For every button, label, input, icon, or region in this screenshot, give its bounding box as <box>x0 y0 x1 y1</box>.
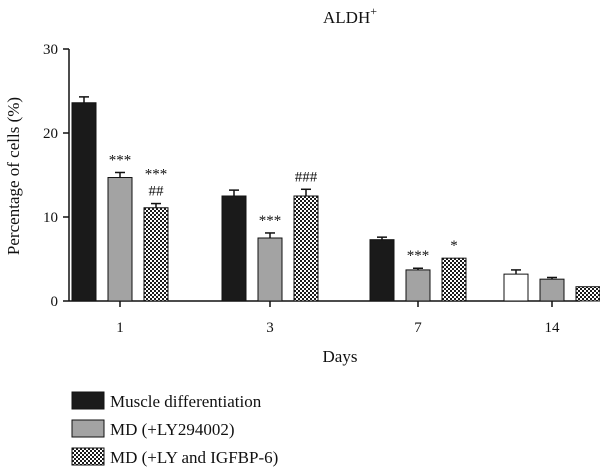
legend-swatch <box>71 447 105 466</box>
chart-title-text: ALDH <box>323 8 370 27</box>
legend-label: MD (+LY and IGFBP-6) <box>110 448 278 467</box>
significance-marker: ### <box>295 169 318 185</box>
x-tick-label: 3 <box>266 320 274 336</box>
significance-marker: *** <box>407 248 430 264</box>
x-axis-label: Days <box>323 347 358 366</box>
legend-swatch <box>71 391 105 410</box>
legend-swatch <box>71 419 105 438</box>
significance-marker: * <box>450 238 458 254</box>
y-tick-label: 0 <box>51 294 59 310</box>
significance-annotations: ******##***###**** <box>109 152 458 264</box>
x-ticks: 1 3 7 14 <box>116 301 560 336</box>
x-tick-label: 7 <box>414 320 422 336</box>
bars <box>71 96 600 302</box>
bar-series2-day14 <box>539 278 565 302</box>
y-axis-label: Percentage of cells (%) <box>4 97 23 255</box>
bar-series1-day3 <box>221 195 247 302</box>
bar-series3-day1 <box>143 207 169 302</box>
x-tick-label: 1 <box>116 320 124 336</box>
legend-label: MD (+LY294002) <box>110 420 235 439</box>
significance-marker: *** <box>109 152 132 168</box>
chart-title: ALDH+ <box>323 4 377 27</box>
bar-series1-day7 <box>369 239 395 302</box>
y-tick-label: 30 <box>43 42 58 58</box>
bar-series2-day7 <box>405 269 431 302</box>
bar-series2-day1 <box>107 177 133 302</box>
y-tick-label: 20 <box>43 126 58 142</box>
legend-label: Muscle differentiation <box>110 392 262 411</box>
bar-series3-day3 <box>293 195 319 302</box>
chart-title-superscript: + <box>370 4 377 18</box>
x-tick-label: 14 <box>545 320 561 336</box>
y-ticks: 0 10 20 30 <box>43 42 69 310</box>
bar-series2-day3 <box>257 237 283 302</box>
y-tick-label: 10 <box>43 210 58 226</box>
legend: Muscle differentiation MD (+LY294002) MD (… <box>71 391 278 467</box>
bar-series3-day7 <box>441 257 467 302</box>
bar-series1-day14 <box>503 273 529 302</box>
significance-marker: *** <box>145 167 168 183</box>
bar-series1-day1 <box>71 102 97 302</box>
bar-series3-day14 <box>575 286 600 302</box>
significance-marker: *** <box>259 213 282 229</box>
significance-marker: ## <box>149 184 165 200</box>
